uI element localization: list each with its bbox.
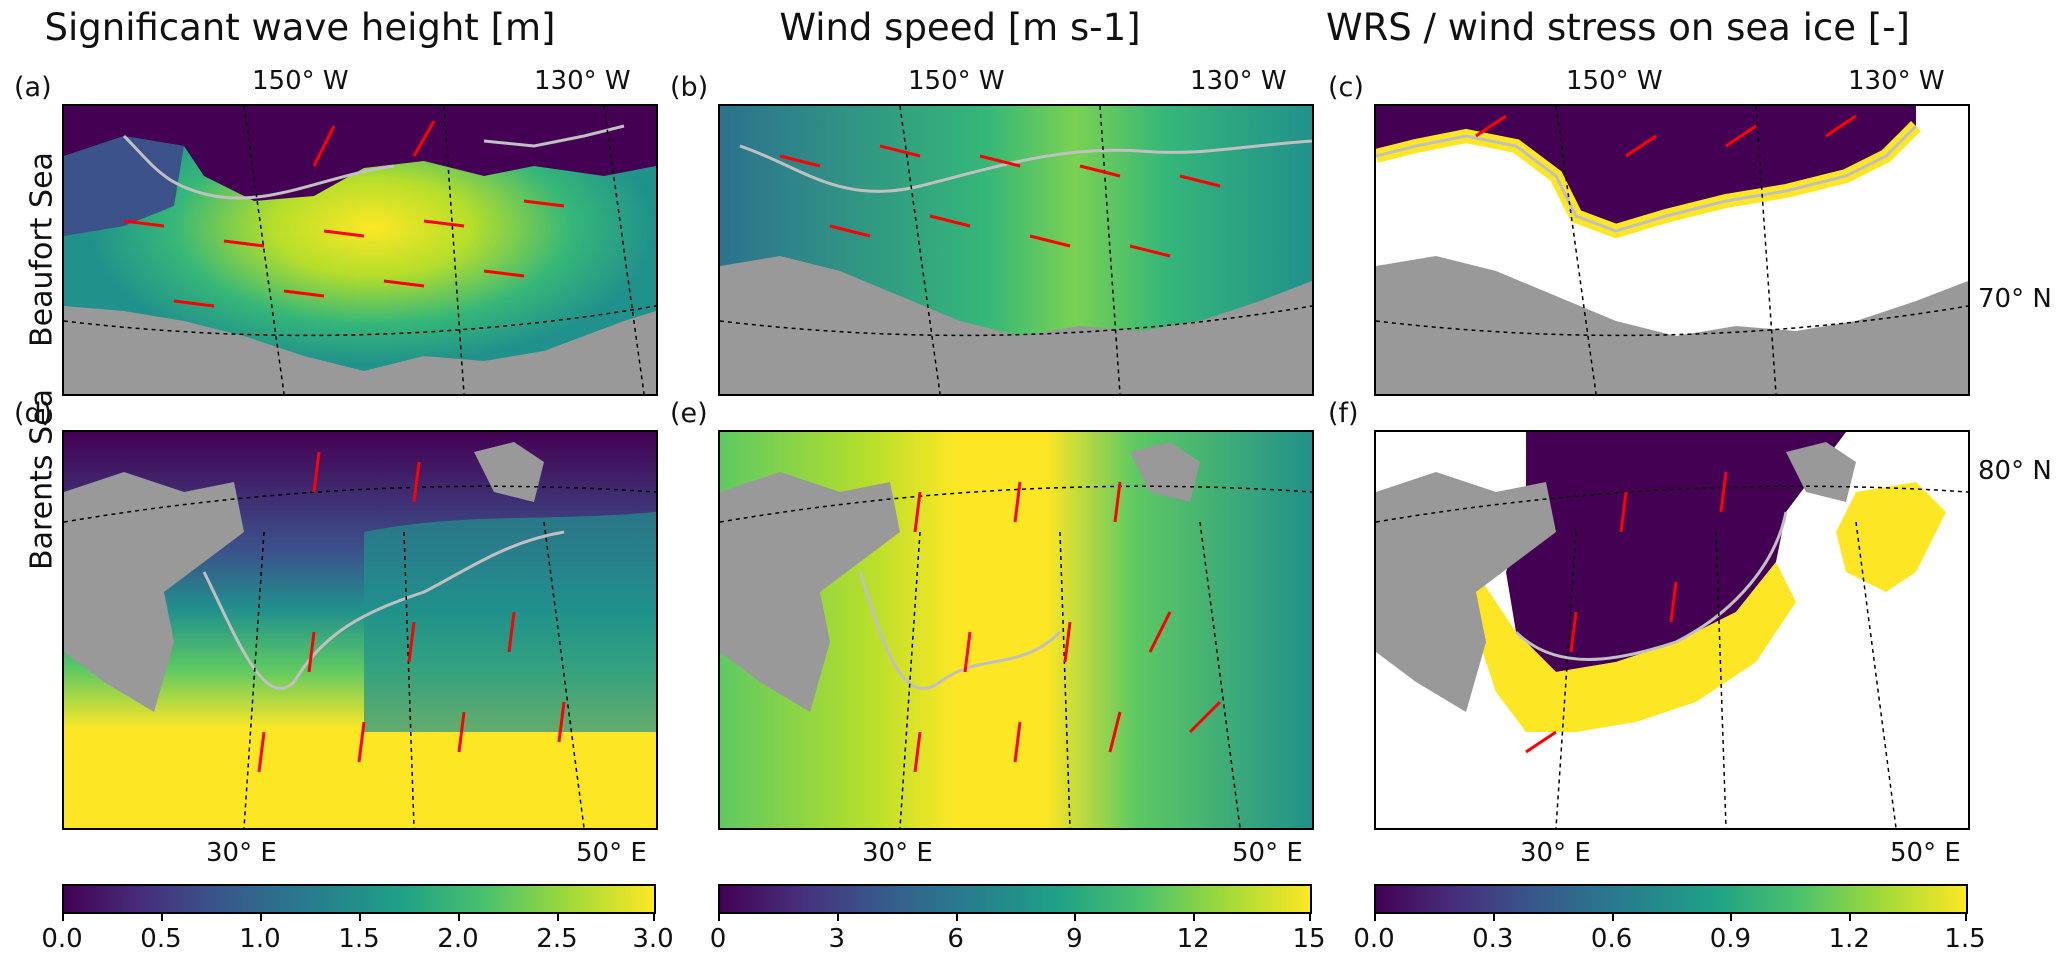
map-canvas-a [64, 106, 656, 394]
map-panel-f [1374, 430, 1970, 830]
map-panel-a [62, 104, 658, 396]
lon-label-130w-b: 130° W [1190, 66, 1287, 96]
lat-label-80n: 80° N [1978, 456, 2052, 486]
colorbar-wave-height [62, 884, 656, 914]
colorbar-wrs [1374, 884, 1968, 914]
panel-letter-d: (d) [14, 398, 53, 429]
map-canvas-d [64, 432, 656, 828]
title-wave-height: Significant wave height [m] [44, 6, 556, 49]
map-canvas-f [1376, 432, 1968, 828]
title-wrs: WRS / wind stress on sea ice [-] [1326, 6, 1910, 49]
lon-label-30e-d: 30° E [206, 838, 277, 868]
lon-label-150w-b: 150° W [908, 66, 1005, 96]
lon-label-50e-f: 50° E [1890, 838, 1961, 868]
lon-label-150w-a: 150° W [252, 66, 349, 96]
panel-letter-e: (e) [670, 398, 708, 429]
row-label-beaufort: Beaufort Sea [24, 152, 60, 347]
colorbar-ticks-wave-height: 0.0 0.5 1.0 1.5 2.0 2.5 3.0 [41, 914, 674, 958]
lon-label-30e-f: 30° E [1520, 838, 1591, 868]
lon-label-150w-c: 150° W [1566, 66, 1663, 96]
panel-letter-b: (b) [670, 72, 709, 103]
lat-label-70n: 70° N [1978, 284, 2052, 314]
colorbar-ticks-wrs: 0.0 0.3 0.6 0.9 1.2 1.5 [1353, 914, 1986, 958]
lon-label-50e-d: 50° E [576, 838, 647, 868]
lon-label-130w-a: 130° W [534, 66, 631, 96]
map-panel-e [718, 430, 1314, 830]
colorbar-wind-speed [718, 884, 1312, 914]
panel-letter-c: (c) [1328, 72, 1364, 103]
map-canvas-e [720, 432, 1312, 828]
panel-letter-f: (f) [1328, 398, 1359, 429]
map-panel-b [718, 104, 1314, 396]
lon-label-30e-e: 30° E [862, 838, 933, 868]
lon-label-130w-c: 130° W [1848, 66, 1945, 96]
map-canvas-b [720, 106, 1312, 394]
title-wind-speed: Wind speed [m s-1] [779, 6, 1141, 49]
map-canvas-c [1376, 106, 1968, 394]
lon-label-50e-e: 50° E [1232, 838, 1303, 868]
map-panel-c [1374, 104, 1970, 396]
panel-letter-a: (a) [14, 72, 52, 103]
map-panel-d [62, 430, 658, 830]
colorbar-ticks-wind-speed: 0 3 6 9 12 15 [710, 914, 1326, 958]
